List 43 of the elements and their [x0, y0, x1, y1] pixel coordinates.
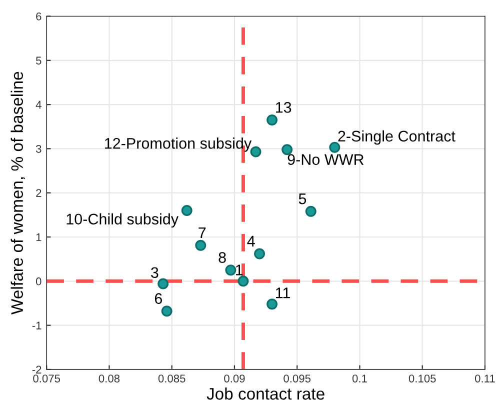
- annotation: 2-Single Contract: [338, 130, 456, 145]
- point: [181, 205, 192, 216]
- point: [254, 248, 266, 260]
- y-tick-label: -1: [32, 322, 42, 330]
- y-tick-label: 1: [36, 233, 42, 242]
- x-tick-label: 0.105: [408, 374, 436, 382]
- point: [266, 114, 278, 126]
- point: [225, 264, 236, 276]
- annotation: 5: [298, 194, 306, 204]
- point: [266, 298, 278, 310]
- y-tick-label: 5: [36, 56, 42, 65]
- annotation: 6: [154, 293, 162, 304]
- annotation: 11: [276, 288, 290, 298]
- x-tick-label: 0.075: [33, 374, 60, 382]
- x-tick-label: 0.095: [284, 374, 311, 382]
- y-tick-label: -2: [32, 366, 42, 374]
- y-tick-label: 4: [36, 100, 42, 109]
- point: [238, 276, 249, 287]
- point: [161, 306, 172, 317]
- y-tick-label: 0: [36, 277, 42, 286]
- annotation: 8: [218, 252, 226, 263]
- x-tick-label: 0.09: [224, 374, 245, 382]
- x-tick-label: 0.08: [98, 374, 120, 382]
- y-axis-title: Welfare of women, % of baseline: [10, 72, 25, 314]
- point: [250, 146, 262, 158]
- annotation: 13: [276, 102, 292, 113]
- x-tick-label: 0.11: [475, 374, 495, 382]
- annotation: 12-Promotion subsidy: [105, 138, 252, 152]
- annotation: 10-Child subsidy: [66, 213, 179, 228]
- y-tick-label: 3: [36, 144, 42, 153]
- x-axis-title: Job contact rate: [206, 387, 324, 400]
- point: [195, 240, 206, 251]
- annotation: 4: [247, 236, 255, 246]
- annotation: 9-No WWR: [288, 154, 364, 165]
- point: [282, 144, 293, 156]
- y-tick-label: 2: [36, 189, 42, 197]
- x-tick-label: 0.1: [352, 374, 367, 382]
- annotation: 7: [198, 228, 206, 238]
- annotation: 3: [150, 267, 158, 278]
- point: [158, 278, 169, 290]
- point: [305, 206, 316, 217]
- x-tick-label: 0.085: [158, 374, 186, 382]
- y-tick-label: 6: [36, 12, 42, 20]
